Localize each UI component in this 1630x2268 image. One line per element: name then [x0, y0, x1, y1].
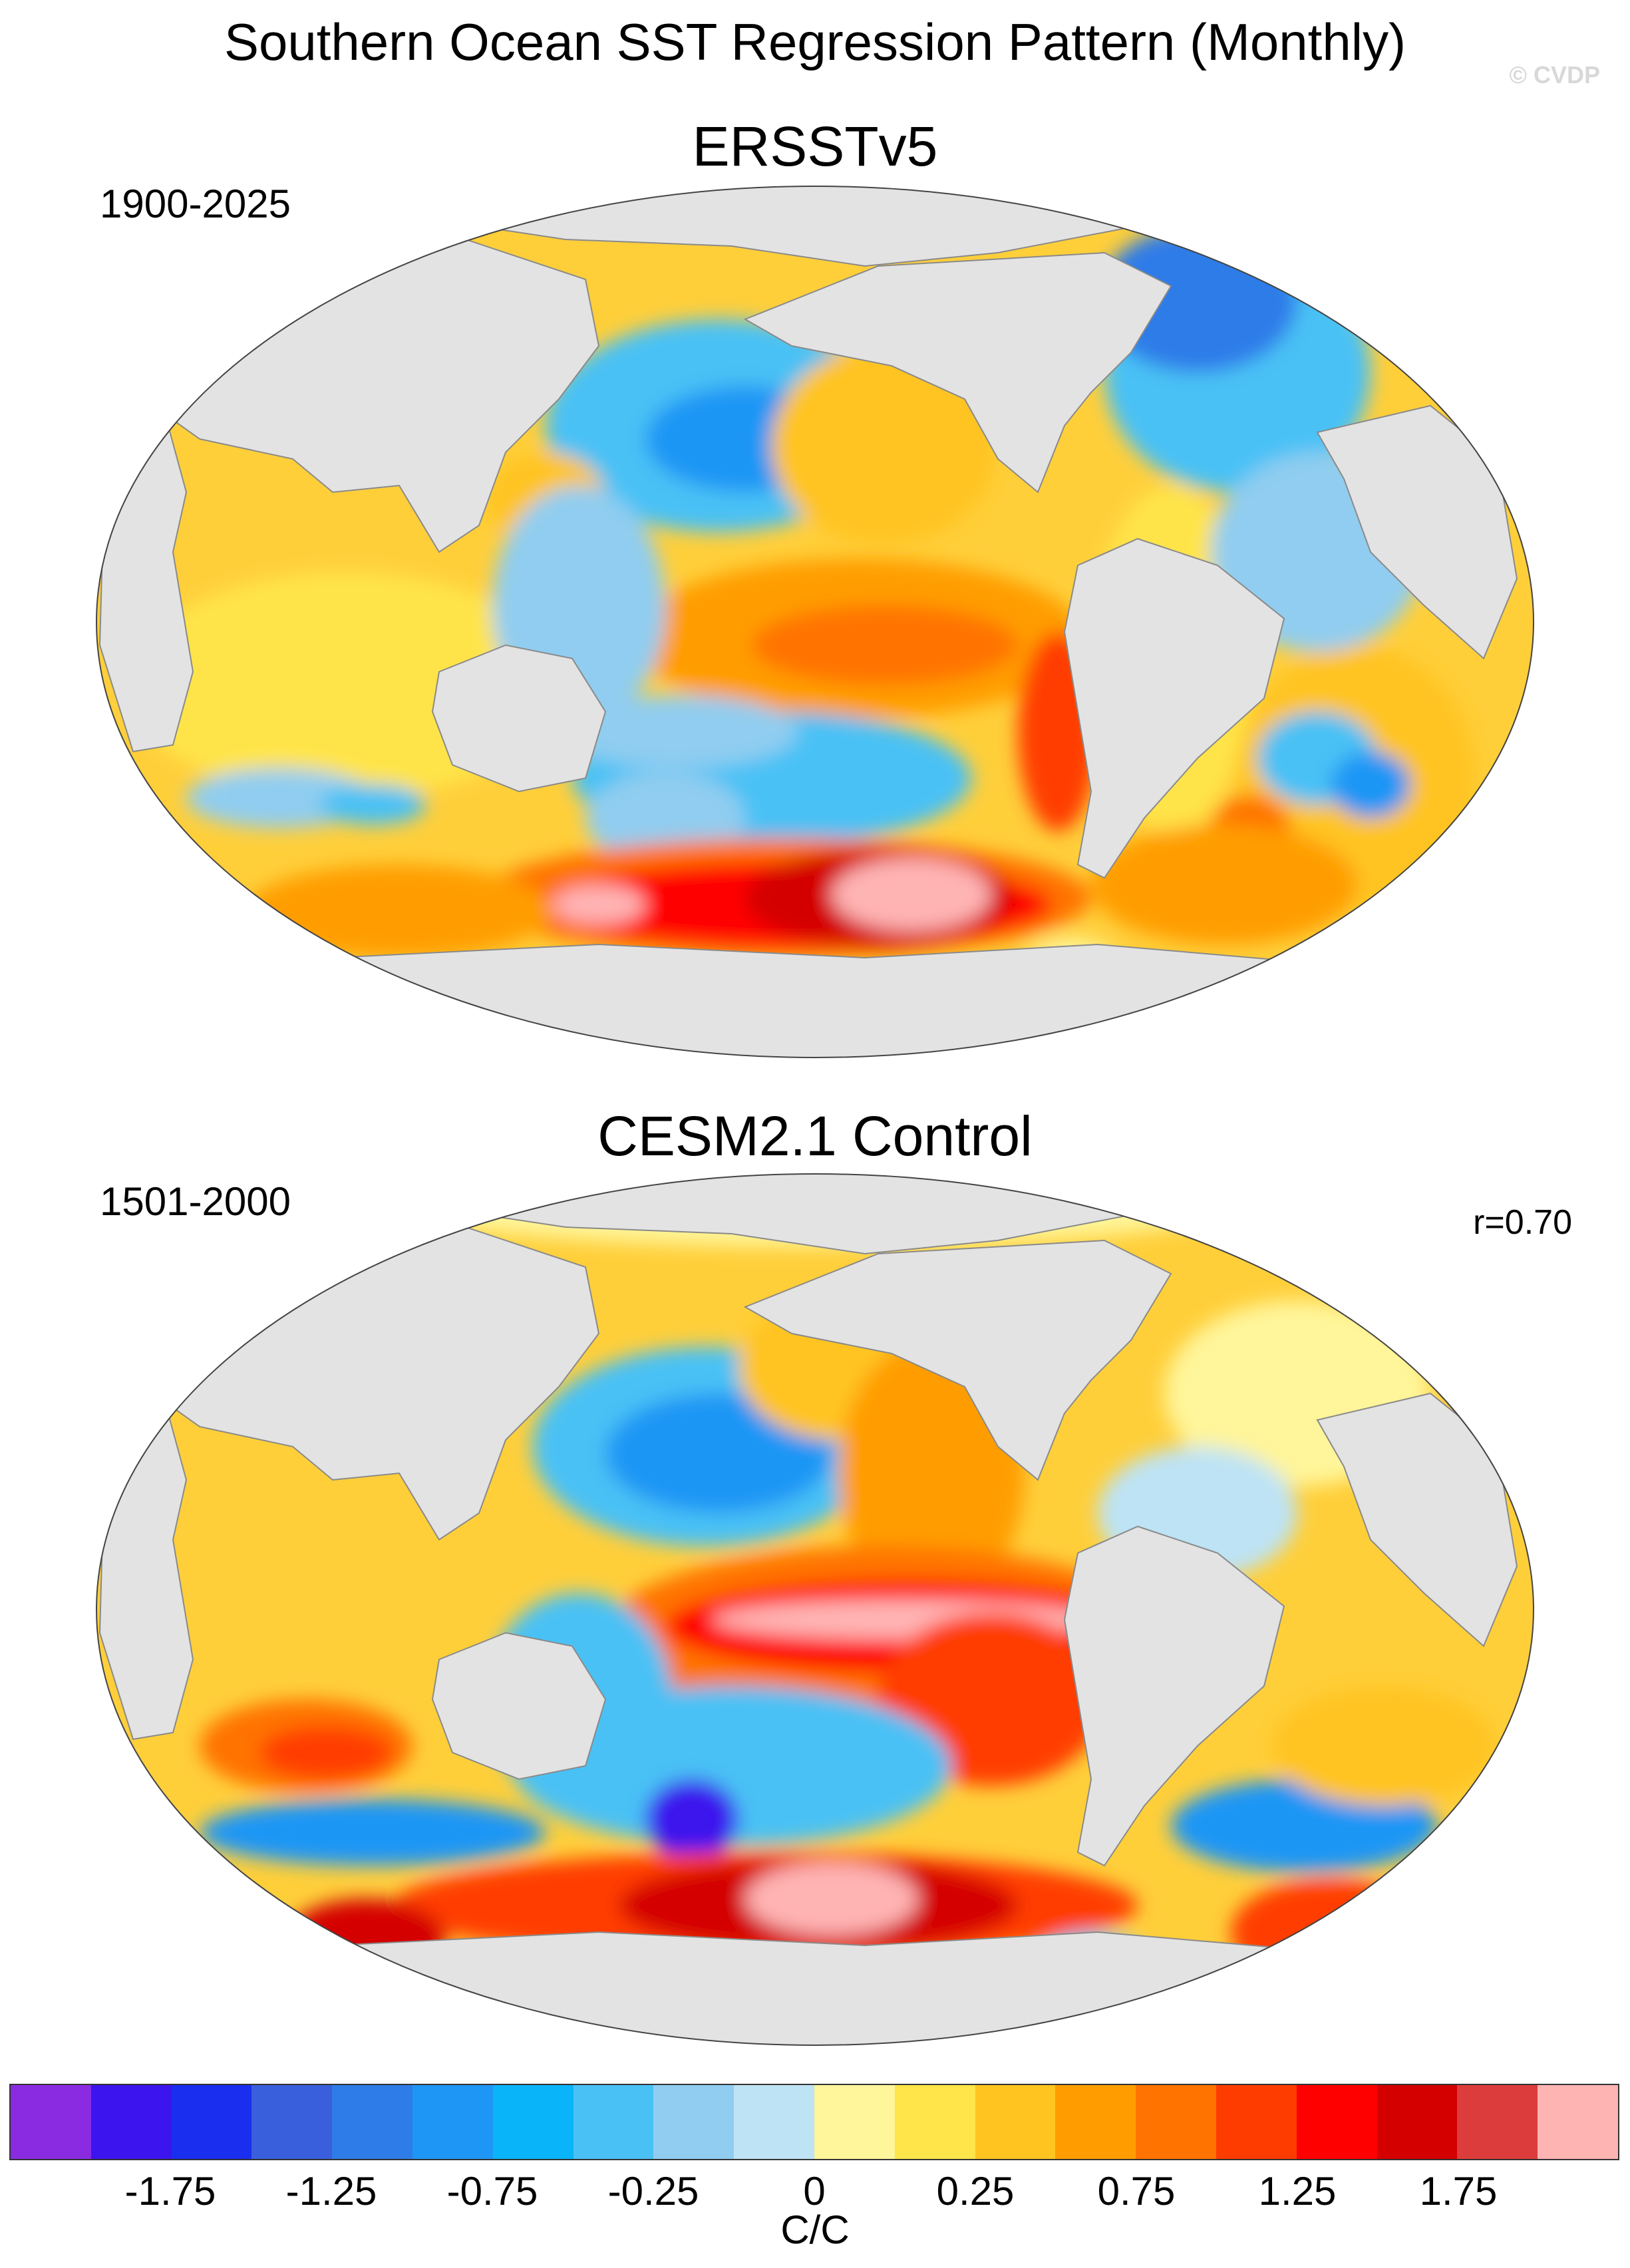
- colorbar-swatch: [975, 2085, 1056, 2159]
- colorbar-tick-label: -0.25: [607, 2169, 699, 2213]
- panel-2-title: CESM2.1 Control: [597, 1105, 1033, 1167]
- colorbar-swatch: [653, 2085, 734, 2159]
- panel-2-correlation: r=0.70: [1473, 1203, 1572, 1242]
- colorbar-swatch: [814, 2085, 895, 2159]
- colorbar-tick-label: 0.75: [1097, 2169, 1176, 2213]
- map-frame: [96, 186, 1534, 1058]
- colorbar-tick-label: -1.75: [124, 2169, 216, 2213]
- colorbar-swatch: [171, 2085, 252, 2159]
- colorbar-swatch: [412, 2085, 493, 2159]
- panel-2-period: 1501-2000: [100, 1179, 291, 1224]
- colorbar-swatch: [251, 2085, 333, 2159]
- colorbar-swatch: [492, 2085, 573, 2159]
- cvdp-watermark: © CVDP: [1509, 61, 1600, 88]
- colorbar-swatch: [894, 2085, 975, 2159]
- colorbar-swatch: [734, 2085, 814, 2159]
- colorbar-swatch: [1136, 2085, 1216, 2159]
- colorbar-tick-label: 0.25: [936, 2169, 1015, 2213]
- ersstv5-regression-map: [96, 186, 1534, 1058]
- figure-title: Southern Ocean SST Regression Pattern (M…: [224, 13, 1406, 71]
- map-frame: [96, 1173, 1534, 2046]
- colorbar-swatch: [1538, 2085, 1618, 2159]
- colorbar-swatch: [1457, 2085, 1538, 2159]
- colorbar-swatch: [1296, 2085, 1377, 2159]
- cesm2-control-regression-map: [96, 1173, 1534, 2046]
- colorbar-tick-label: 1.25: [1258, 2169, 1337, 2213]
- colorbar-swatch: [1377, 2085, 1458, 2159]
- panel-1-period: 1900-2025: [100, 182, 291, 226]
- colorbar-tick-label: 1.75: [1419, 2169, 1498, 2213]
- colorbar-units: C/C: [780, 2207, 850, 2252]
- panel-1-title: ERSSTv5: [692, 115, 938, 178]
- colorbar-swatch: [332, 2085, 412, 2159]
- colorbar-swatch: [573, 2085, 654, 2159]
- colorbar-ticks: -1.75 -1.25 -0.75 -0.25 0 0.25 0.75 1.25 1.75: [0, 2168, 1630, 2221]
- colorbar-tick-label: -1.25: [285, 2169, 377, 2213]
- colorbar-swatch: [11, 2085, 91, 2159]
- colorbar-swatch: [1216, 2085, 1297, 2159]
- colorbar: [9, 2084, 1619, 2160]
- colorbar-swatch: [1055, 2085, 1136, 2159]
- sst-anomaly-field: [126, 226, 1477, 991]
- colorbar-tick-label: 0: [803, 2169, 826, 2213]
- colorbar-swatch: [90, 2085, 172, 2159]
- colorbar-tick-label: -0.75: [446, 2169, 538, 2213]
